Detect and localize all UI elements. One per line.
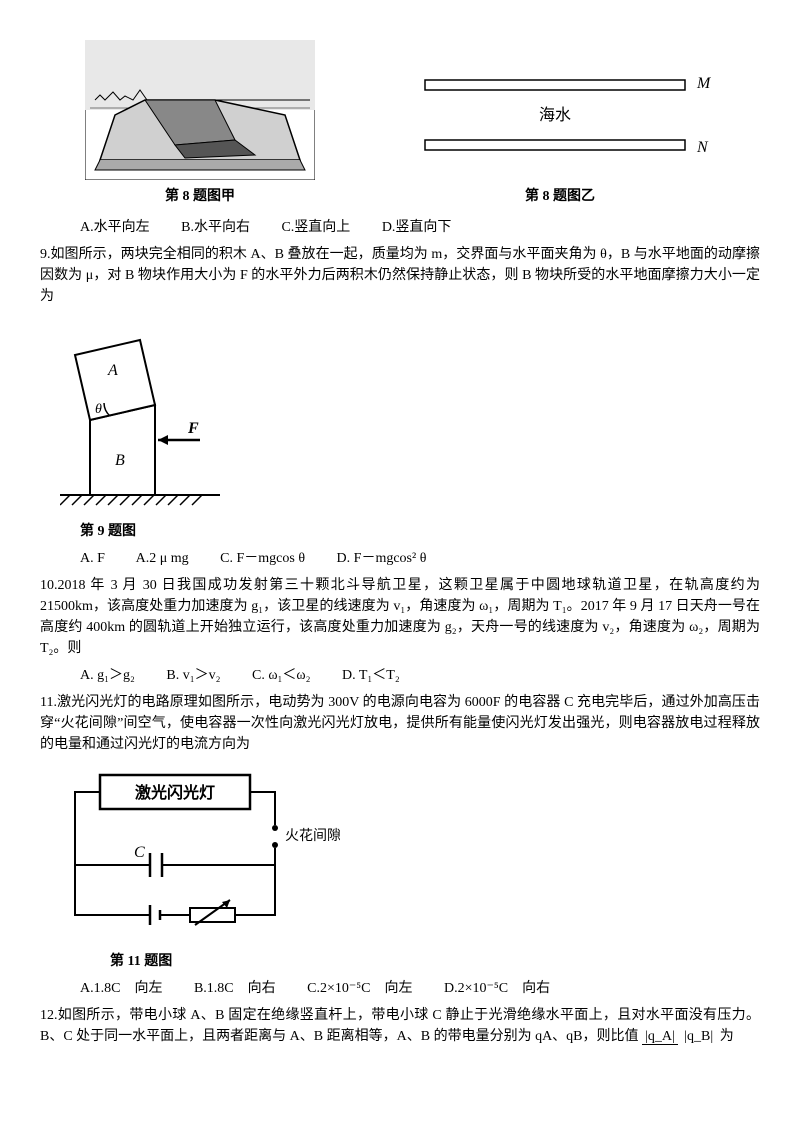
q9-option-d: D. F－mgcos² θ bbox=[337, 551, 427, 566]
q8-ship-diagram bbox=[85, 40, 315, 180]
q8-plate-diagram: M 海水 N bbox=[405, 60, 715, 180]
q11-circuit-diagram: 激光闪光灯 火花间隙 C bbox=[60, 765, 340, 945]
q11-figure: 激光闪光灯 火花间隙 C 第 11 题图 bbox=[60, 765, 760, 972]
q12-text: 12.如图所示，带电小球 A、B 固定在绝缘竖直杆上，带电小球 C 静止于光滑绝… bbox=[40, 1005, 760, 1047]
q8-figures: 第 8 题图甲 M 海水 N 第 8 题图乙 bbox=[40, 40, 760, 207]
q9-text: 9.如图所示，两块完全相同的积木 A、B 叠放在一起，质量均为 m，交界面与水平… bbox=[40, 244, 760, 307]
q9-block-diagram: A θ B F bbox=[60, 315, 220, 515]
q9-label-a: A bbox=[107, 362, 118, 379]
q11-option-b: B.1.8C 向右 bbox=[194, 981, 276, 996]
q8-option-b: B.水平向右 bbox=[181, 220, 250, 235]
q8-caption-right: 第 8 题图乙 bbox=[405, 186, 715, 207]
q12-frac-num: |q_A| bbox=[642, 1029, 678, 1045]
q12-frac-den: |q_B| bbox=[681, 1029, 716, 1044]
q9-option-b: A.2 μ mg bbox=[136, 551, 189, 566]
q9-caption: 第 9 题图 bbox=[60, 521, 760, 542]
q8-options: A.水平向左 B.水平向右 C.竖直向上 D.竖直向下 bbox=[40, 217, 760, 238]
q11-caption: 第 11 题图 bbox=[60, 951, 760, 972]
q11-options: A.1.8C 向左 B.1.8C 向右 C.2×10⁻⁵C 向左 D.2×10⁻… bbox=[40, 978, 760, 999]
q12-fraction: |q_A| |q_B| bbox=[642, 1029, 716, 1044]
q8-caption-left: 第 8 题图甲 bbox=[85, 186, 315, 207]
q8-figure-right: M 海水 N 第 8 题图乙 bbox=[405, 60, 715, 207]
q11-option-d: D.2×10⁻⁵C 向右 bbox=[444, 981, 550, 996]
q9-option-c: C. F－mgcos θ bbox=[220, 551, 305, 566]
q9-label-theta: θ bbox=[95, 402, 102, 417]
q11-label-c: C bbox=[134, 844, 145, 861]
q9-label-b: B bbox=[115, 452, 125, 469]
q11-label-lamp: 激光闪光灯 bbox=[135, 783, 215, 802]
q9-label-f: F bbox=[187, 420, 199, 437]
q12-text-suffix: 为 bbox=[720, 1029, 734, 1044]
q11-text: 11.激光闪光灯的电路原理如图所示，电动势为 300V 的电源向电容为 6000… bbox=[40, 692, 760, 755]
q10-option-c: C. ω₁＜ω₂ bbox=[252, 668, 311, 683]
q8-option-d: D.竖直向下 bbox=[382, 220, 452, 235]
q11-option-a: A.1.8C 向左 bbox=[80, 981, 162, 996]
q9-figure: A θ B F 第 9 题图 bbox=[60, 315, 760, 542]
q8-option-a: A.水平向左 bbox=[80, 220, 150, 235]
q9-option-a: A. F bbox=[80, 551, 105, 566]
q10-option-b: B. v₁＞v₂ bbox=[166, 668, 220, 683]
label-seawater: 海水 bbox=[539, 106, 571, 124]
q10-options: A. g₁＞g₂ B. v₁＞v₂ C. ω₁＜ω₂ D. T₁＜T₂ bbox=[40, 665, 760, 686]
q10-text: 10.2018 年 3 月 30 日我国成功发射第三十颗北斗导航卫星，这颗卫星属… bbox=[40, 575, 760, 659]
q9-options: A. F A.2 μ mg C. F－mgcos θ D. F－mgcos² θ bbox=[40, 548, 760, 569]
q10-option-a: A. g₁＞g₂ bbox=[80, 668, 135, 683]
label-M: M bbox=[696, 75, 712, 92]
label-N: N bbox=[696, 139, 709, 156]
q10-option-d: D. T₁＜T₂ bbox=[342, 668, 400, 683]
q8-figure-left: 第 8 题图甲 bbox=[85, 40, 315, 207]
q11-label-gap: 火花间隙 bbox=[285, 828, 340, 844]
q8-option-c: C.竖直向上 bbox=[281, 220, 350, 235]
q11-option-c: C.2×10⁻⁵C 向左 bbox=[307, 981, 412, 996]
